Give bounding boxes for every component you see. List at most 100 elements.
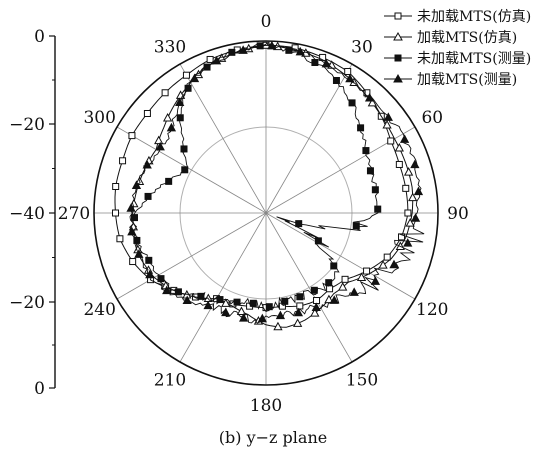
polar-grid: [93, 40, 439, 386]
data-point: [413, 186, 424, 196]
radial-tick-label: −20: [9, 293, 45, 313]
data-point: [216, 296, 224, 304]
data-point: [174, 288, 182, 296]
data-point: [126, 203, 136, 212]
data-point: [378, 260, 388, 269]
data-point: [265, 303, 273, 311]
data-point: [181, 166, 189, 174]
legend: 未加载MTS(仿真) 加载MTS(仿真) 未加载MTS(测量) 加载MTS(测量): [384, 9, 531, 88]
legend-marker: [394, 54, 402, 62]
data-point: [387, 137, 395, 145]
data-point: [127, 226, 137, 236]
data-point: [128, 132, 136, 140]
data-point: [403, 167, 414, 176]
data-point: [383, 253, 391, 261]
data-point: [285, 46, 293, 54]
data-point: [310, 308, 320, 317]
angle-tick-label: 0: [261, 12, 272, 32]
data-point: [221, 307, 231, 317]
data-point: [238, 45, 248, 54]
data-point: [370, 276, 381, 285]
series-line: [132, 44, 414, 328]
data-point: [281, 297, 289, 305]
data-point: [197, 292, 205, 300]
angle-tick-label: 120: [416, 300, 448, 320]
data-point: [142, 159, 152, 169]
legend-marker: [394, 12, 402, 20]
radial-tick-label: 0: [34, 379, 45, 399]
data-point: [182, 71, 190, 79]
data-point: [221, 298, 231, 307]
angle-tick-label: 330: [154, 38, 186, 58]
data-point: [165, 177, 173, 185]
legend-entry: 加载MTS(仿真): [384, 30, 517, 46]
data-point: [166, 122, 177, 132]
data-point: [357, 124, 365, 132]
data-point: [145, 256, 153, 264]
data-point: [341, 275, 349, 283]
data-point: [405, 218, 415, 227]
data-point: [162, 112, 173, 122]
data-point: [363, 267, 371, 275]
data-point: [410, 213, 421, 222]
angle-tick-label: 240: [83, 300, 115, 320]
data-point: [154, 135, 164, 145]
grid-spoke: [265, 212, 416, 300]
legend-entry: 加载MTS(测量): [384, 72, 517, 88]
data-point: [325, 279, 333, 287]
grid-spoke: [179, 212, 267, 363]
legend-entry: 未加载MTS(测量): [384, 51, 531, 67]
data-point: [338, 282, 348, 291]
data-point: [293, 318, 303, 327]
data-point: [116, 235, 124, 243]
angle-tick-label: 270: [58, 204, 90, 224]
data-point: [404, 209, 412, 217]
data-point: [131, 180, 142, 189]
data-point: [161, 89, 169, 97]
data-point: [296, 293, 304, 301]
tick-layer: 0 30 60 90 120 150 180 210 240 270 300 330 0 −20 −40 −2…: [9, 12, 469, 416]
data-point: [267, 40, 277, 50]
legend-label: 加载MTS(仿真): [417, 30, 517, 46]
data-point: [257, 313, 267, 323]
data-point: [144, 192, 152, 200]
data-point: [143, 109, 151, 117]
data-point: [296, 302, 304, 310]
angle-tick-label: 300: [83, 108, 115, 128]
data-point: [329, 295, 339, 304]
legend-marker: [393, 73, 403, 83]
data-point: [295, 220, 303, 228]
radial-tick-label: −40: [9, 204, 45, 224]
data-point: [314, 237, 322, 245]
radial-tick-label: −20: [9, 115, 45, 135]
data-point: [326, 285, 334, 293]
grid-spoke: [116, 212, 267, 300]
data-point: [382, 119, 392, 129]
data-point: [129, 258, 137, 266]
data-point: [402, 184, 410, 192]
data-point: [403, 238, 413, 247]
data-point: [356, 272, 367, 281]
data-point: [364, 92, 375, 102]
data-point: [349, 287, 359, 296]
data-point: [239, 313, 249, 322]
data-point: [175, 97, 185, 107]
data-point: [408, 192, 418, 202]
legend-marker: [393, 31, 403, 41]
data-point: [180, 145, 188, 153]
data-point: [131, 214, 139, 222]
grid-spoke: [265, 212, 353, 363]
data-point: [203, 300, 213, 310]
data-point: [211, 55, 222, 65]
legend-label: 未加载MTS(测量): [417, 51, 531, 67]
data-point: [134, 249, 144, 258]
data-point: [332, 76, 340, 84]
data-point: [410, 159, 420, 169]
series-3: [131, 42, 382, 313]
angle-tick-label: 150: [346, 370, 378, 390]
data-point: [119, 157, 127, 165]
angle-tick-label: 30: [351, 38, 373, 58]
data-point: [313, 297, 321, 305]
data-point: [345, 73, 355, 83]
data-point: [371, 186, 379, 194]
